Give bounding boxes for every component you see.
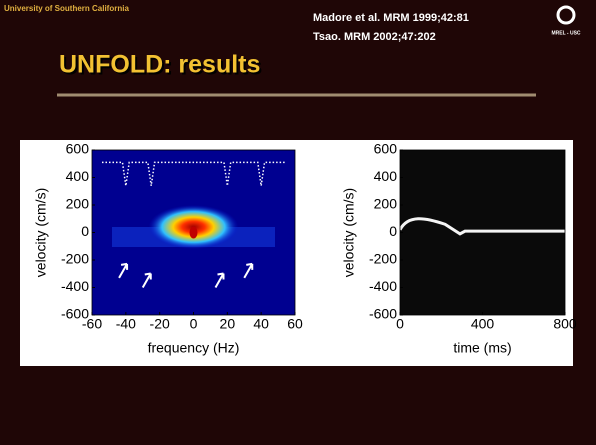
y-tick-label: -200 [369, 251, 397, 267]
x-tick-label: 20 [220, 316, 236, 332]
y-tick-label: 0 [81, 223, 89, 239]
x-tick-label: 40 [253, 316, 269, 332]
x-tick-label: -60 [82, 316, 102, 332]
x-axis-label: frequency (Hz) [148, 340, 240, 356]
slide-canvas: University of Southern California Madore… [0, 0, 596, 445]
logo-mark [558, 7, 574, 23]
y-tick-label: -400 [61, 278, 89, 294]
slide: University of Southern California Madore… [0, 0, 596, 445]
institution: University of Southern California [4, 4, 129, 13]
x-tick-label: 800 [553, 316, 577, 332]
reference: Tsao. MRM 2002;47:202 [313, 31, 436, 43]
x-tick-label: 60 [287, 316, 303, 332]
y-tick-label: 400 [66, 168, 90, 184]
y-axis-label: velocity (cm/s) [341, 188, 357, 277]
y-axis-label: velocity (cm/s) [33, 188, 49, 277]
x-tick-label: -20 [150, 316, 170, 332]
y-tick-label: 600 [66, 141, 90, 157]
x-tick-label: 0 [396, 316, 404, 332]
reference: Madore et al. MRM 1999;42:81 [313, 12, 469, 24]
x-tick-label: 400 [471, 316, 495, 332]
y-tick-label: 200 [66, 196, 90, 212]
y-tick-label: -400 [369, 278, 397, 294]
y-tick-label: 400 [374, 168, 398, 184]
y-tick-label: 200 [374, 196, 398, 212]
x-tick-label: -40 [116, 316, 136, 332]
x-tick-label: 0 [190, 316, 198, 332]
y-tick-label: 0 [389, 223, 397, 239]
x-axis-label: time (ms) [453, 340, 511, 356]
spectrum-core [190, 227, 198, 239]
y-tick-label: -600 [369, 306, 397, 322]
logo-text: MREL - USC [551, 30, 580, 36]
y-tick-label: -200 [61, 251, 89, 267]
title: UNFOLD: results [59, 51, 260, 79]
y-tick-label: 600 [374, 141, 398, 157]
